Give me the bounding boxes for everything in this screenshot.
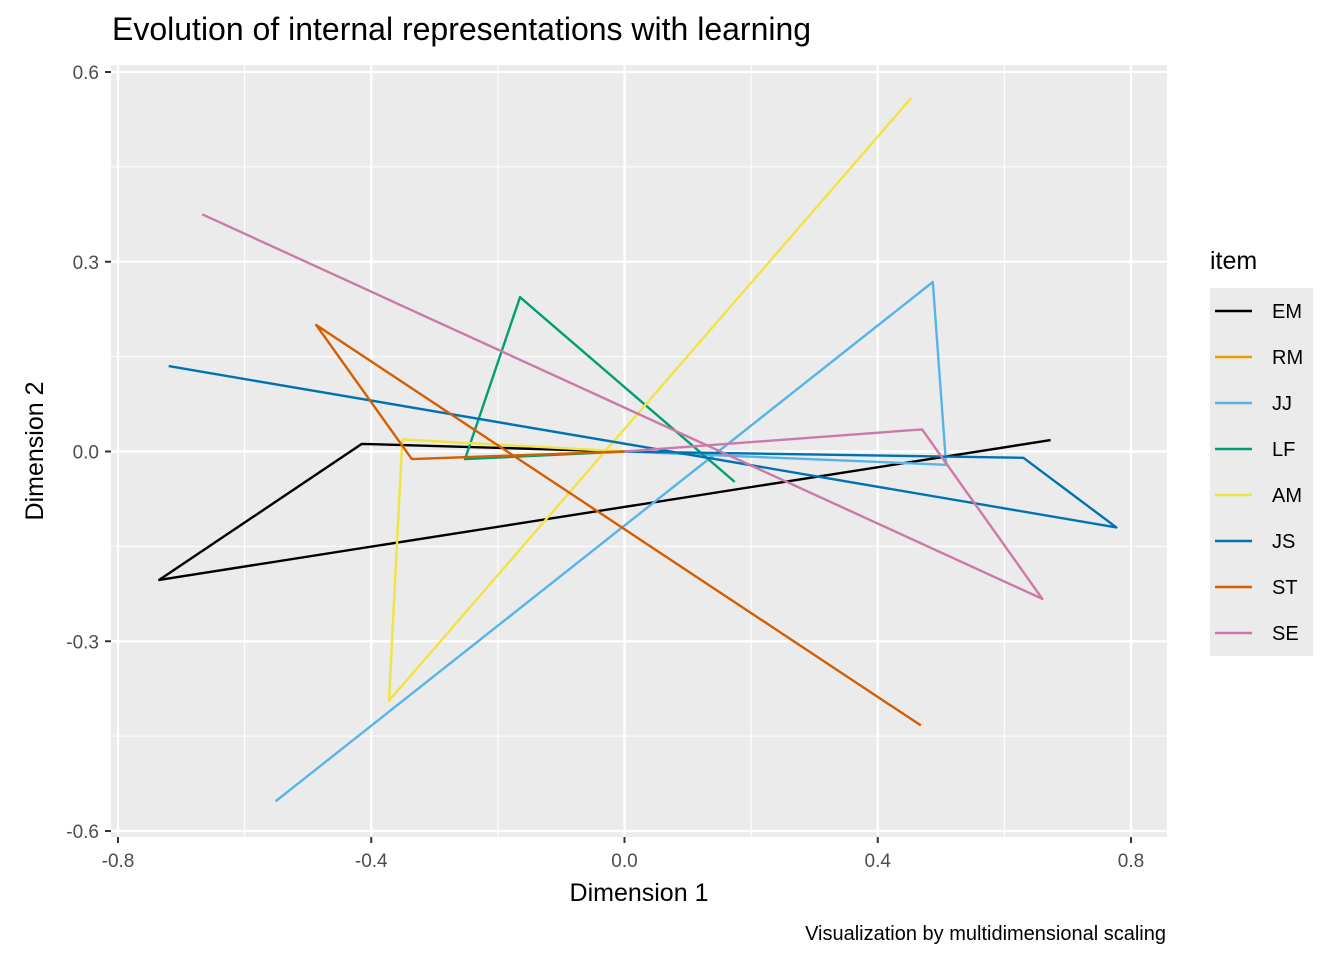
legend-title: item	[1210, 247, 1257, 275]
x-axis-title: Dimension 1	[570, 879, 709, 907]
legend-label-rm: RM	[1272, 347, 1303, 369]
legend: EM RM JJ LF AM JS ST SE	[1215, 301, 1303, 645]
series-line-am	[387, 97, 913, 702]
legend-key-background	[1210, 288, 1313, 656]
y-tick-label: -0.6	[66, 822, 99, 843]
y-tick-label: 0.6	[73, 63, 99, 84]
legend-label-js: JS	[1272, 531, 1295, 553]
y-axis: -0.6 -0.3 0.0 0.3 0.6	[66, 63, 111, 843]
series-line-se	[201, 213, 1044, 601]
x-axis: -0.8 -0.4 0.0 0.4 0.8	[102, 837, 1144, 872]
y-axis-title: Dimension 2	[21, 382, 49, 521]
x-tick-label: -0.4	[355, 851, 388, 872]
y-tick-label: -0.3	[66, 632, 99, 653]
legend-label-se: SE	[1272, 623, 1299, 645]
series-line-js	[168, 364, 1118, 529]
legend-label-am: AM	[1272, 485, 1302, 507]
x-tick-label: 0.0	[611, 851, 637, 872]
y-tick-label: 0.0	[73, 443, 99, 464]
series-line-st	[315, 323, 922, 727]
x-tick-label: 0.8	[1118, 851, 1144, 872]
x-tick-label: -0.8	[102, 851, 135, 872]
y-tick-label: 0.3	[73, 253, 99, 274]
series-line-em	[158, 438, 1051, 582]
series-line-jj	[274, 280, 948, 803]
chart-title: Evolution of internal representations wi…	[112, 11, 811, 47]
series-lines	[158, 97, 1118, 803]
legend-label-em: EM	[1272, 301, 1302, 323]
chart-caption: Visualization by multidimensional scalin…	[805, 923, 1166, 945]
legend-label-jj: JJ	[1272, 393, 1292, 415]
legend-label-st: ST	[1272, 577, 1298, 599]
legend-label-lf: LF	[1272, 439, 1295, 461]
x-tick-label: 0.4	[865, 851, 892, 872]
